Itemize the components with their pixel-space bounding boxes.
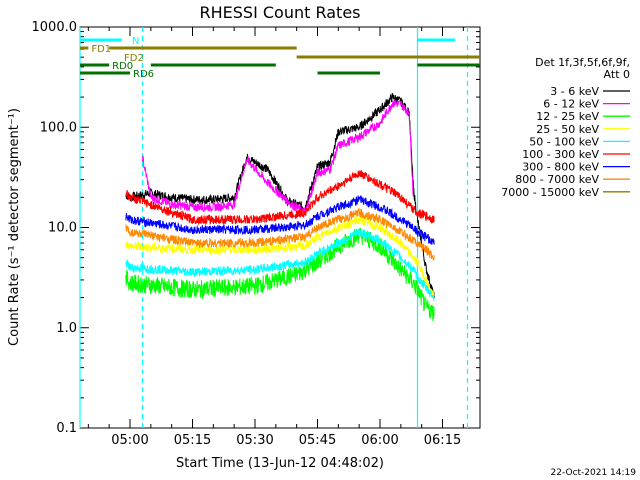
series-line: [125, 195, 435, 245]
y-tick-label: 1000.0: [32, 20, 78, 35]
state-bar-label: N: [132, 36, 139, 47]
series-line: [125, 228, 435, 301]
timestamp: 22-Oct-2021 14:19: [551, 468, 637, 478]
legend-entry-label: 3 - 6 keV: [550, 85, 599, 98]
y-axis-label: Count Rate (s⁻¹ detector segment⁻¹): [7, 108, 22, 346]
legend-entry-label: 50 - 100 keV: [529, 135, 599, 148]
y-tick-label: 100.0: [40, 120, 77, 135]
x-tick-label: 05:45: [299, 433, 336, 448]
x-tick-label: 06:15: [424, 433, 461, 448]
y-tick-label: 10.0: [48, 221, 77, 236]
chart-title: RHESSI Count Rates: [200, 3, 361, 22]
vertical-markers: [79, 27, 469, 428]
y-tick-label: 0.1: [56, 421, 77, 436]
state-bar-label: RD6: [133, 69, 154, 80]
legend-entry-label: 7000 - 15000 keV: [501, 186, 599, 199]
series-line: [142, 98, 414, 216]
x-tick-label: 05:30: [236, 433, 273, 448]
state-bar-label: FD1: [91, 44, 111, 55]
series-line: [125, 227, 435, 322]
legend-entry-label: 800 - 7000 keV: [515, 173, 599, 186]
legend-header-line: Att 0: [604, 68, 630, 81]
x-axis-label: Start Time (13-Jun-12 04:48:02): [176, 456, 384, 471]
series-line: [125, 170, 435, 226]
legend-header-line: Det 1f,3f,5f,6f,9f,: [535, 56, 630, 69]
legend-entry-label: 100 - 300 keV: [522, 148, 599, 161]
series-line: [125, 207, 435, 262]
x-tick-label: 06:00: [361, 433, 398, 448]
state-bar-label: RD0: [112, 61, 133, 72]
series-line: [125, 215, 435, 297]
y-tick-label: 1.0: [56, 321, 77, 336]
legend-entry-label: 300 - 800 keV: [522, 161, 599, 174]
legend-entry-label: 6 - 12 keV: [543, 98, 599, 111]
x-tick-label: 05:00: [111, 433, 148, 448]
state-bar-label: FD2: [124, 53, 144, 64]
x-tick-label: 05:15: [174, 433, 211, 448]
legend-entry-label: 12 - 25 keV: [536, 110, 599, 123]
legend-entry-label: 25 - 50 keV: [536, 123, 599, 136]
series-lines: [125, 92, 435, 322]
axes: 0.1 1.0 10.0 100.0 1000.0 05:00 05:15 05:30 05:4…: [32, 20, 481, 448]
